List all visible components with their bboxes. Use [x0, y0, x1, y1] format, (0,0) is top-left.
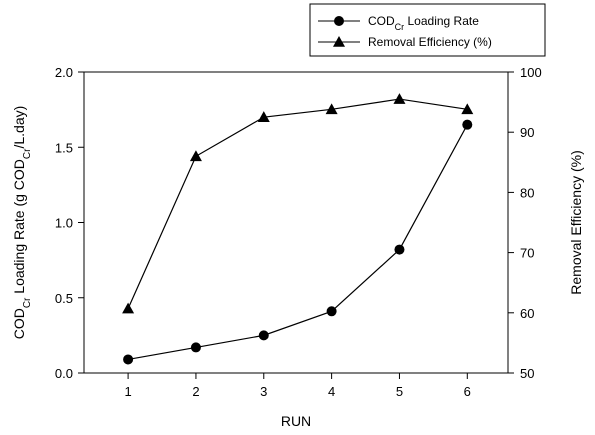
data-point-removal-efficiency	[393, 93, 406, 104]
legend-item-removal-efficiency: Removal Efficiency (%)	[318, 35, 492, 49]
legend-label-prefix: COD	[368, 14, 395, 28]
legend-circle-marker-icon	[334, 16, 344, 26]
x-axis-ticks: 1 2 3 4 5 6	[124, 373, 471, 399]
plot-frame-group	[83, 71, 509, 374]
y-left-tick-label: 1.5	[55, 140, 73, 155]
y-left-title-suffix: /L.day)	[11, 106, 27, 149]
data-point-cod-loading-rate	[190, 342, 201, 353]
y-right-tick-label: 50	[520, 366, 534, 381]
series-line-removal-efficiency	[127, 98, 468, 309]
data-point-cod-loading-rate	[258, 330, 269, 341]
legend-box	[309, 3, 546, 57]
y-left-tick-label: 1.0	[55, 216, 73, 231]
y-left-tick-label: 0.5	[55, 291, 73, 306]
legend-label-cod-loading-rate: CODCr Loading Rate	[368, 14, 479, 32]
series-layer	[122, 93, 474, 365]
y-right-axis-title: Removal Efficiency (%)	[568, 150, 584, 294]
y-right-tick-label: 100	[520, 65, 542, 80]
series-line-cod-loading-rate	[127, 124, 468, 361]
legend-label-sub: Cr	[395, 22, 405, 32]
x-axis-title: RUN	[281, 413, 311, 429]
y-right-tick-label: 90	[520, 125, 534, 140]
y-left-axis-ticks: 0.0 0.5 1.0 1.5 2.0	[55, 65, 84, 381]
legend-label-removal-efficiency: Removal Efficiency (%)	[368, 35, 492, 49]
y-left-title-sub2: Cr	[22, 148, 33, 159]
data-point-removal-efficiency	[189, 150, 202, 162]
data-point-cod-loading-rate	[394, 244, 405, 255]
x-tick-label: 1	[124, 384, 131, 399]
y-right-tick-label: 70	[520, 246, 534, 261]
data-point-removal-efficiency	[325, 103, 338, 115]
y-left-tick-label: 0.0	[55, 366, 73, 381]
data-point-cod-loading-rate	[326, 306, 337, 317]
x-tick-label: 5	[396, 384, 403, 399]
legend-triangle-marker-icon	[333, 36, 345, 47]
y-right-tick-label: 60	[520, 306, 534, 321]
data-point-cod-loading-rate	[462, 119, 473, 130]
x-tick-label: 2	[192, 384, 199, 399]
y-left-title-middle: Loading Rate (g COD	[11, 159, 27, 298]
y-right-axis-ticks: 50 60 70 80 90 100	[508, 65, 542, 381]
x-tick-label: 3	[260, 384, 267, 399]
data-point-removal-efficiency	[257, 111, 270, 122]
legend-label-suffix: Loading Rate	[404, 14, 479, 28]
y-left-title-prefix: COD	[11, 308, 27, 339]
y-left-axis-title: CODCr Loading Rate (g CODCr/L.day)	[11, 106, 33, 340]
legend: CODCr Loading Rate Removal Efficiency (%…	[309, 3, 546, 57]
y-right-tick-label: 80	[520, 185, 534, 200]
x-tick-label: 6	[464, 384, 471, 399]
data-point-cod-loading-rate	[123, 354, 134, 365]
data-point-removal-efficiency	[122, 302, 135, 314]
data-point-removal-efficiency	[461, 103, 474, 115]
y-left-tick-label: 2.0	[55, 65, 73, 80]
x-tick-label: 4	[328, 384, 335, 399]
legend-item-cod-loading-rate: CODCr Loading Rate	[318, 14, 479, 32]
plot-frame	[83, 71, 509, 374]
y-left-title-sub: Cr	[22, 297, 33, 308]
